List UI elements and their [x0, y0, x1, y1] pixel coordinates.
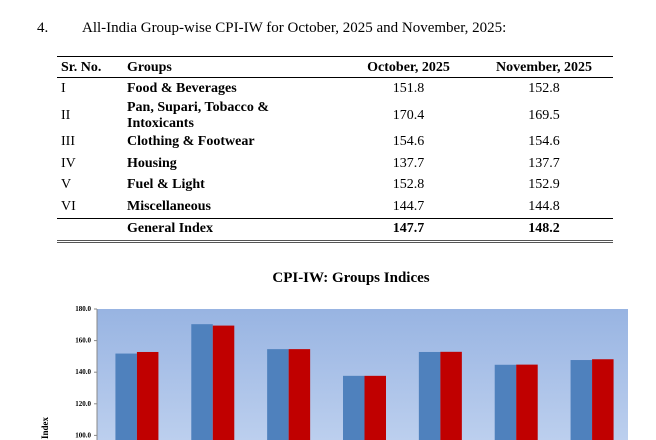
- bar-oct: [267, 349, 289, 440]
- cell-sr: [57, 217, 123, 243]
- cell-oct: 137.7: [392, 155, 425, 171]
- table-row: V Fuel & Light 152.8 152.9: [57, 175, 613, 197]
- bar-oct: [191, 324, 213, 440]
- cell-nov: 144.8: [528, 198, 560, 214]
- bar-nov: [364, 375, 386, 440]
- bar-nov: [592, 359, 614, 440]
- y-tick-label: 140.0: [75, 368, 91, 376]
- bar-nov: [288, 349, 311, 440]
- cell-oct: 147.7: [342, 217, 475, 243]
- cell-sr: III: [61, 134, 75, 150]
- y-tick-label: 180.0: [75, 305, 91, 313]
- cell-oct: 152.8: [392, 177, 425, 193]
- cell-nov: 152.8: [528, 80, 560, 96]
- bar-oct: [343, 375, 365, 440]
- bar-oct: [418, 351, 441, 440]
- bar-nov: [440, 351, 462, 440]
- section-title: All-India Group-wise CPI-IW for October,…: [82, 20, 507, 36]
- cell-nov: 169.5: [528, 107, 560, 123]
- cell-sr: V: [61, 177, 72, 193]
- cell-oct: 154.6: [392, 134, 425, 150]
- y-tick-label: 120.0: [75, 400, 91, 408]
- table-row: IV Housing 137.7 137.7: [57, 153, 613, 175]
- cell-group: General Index: [123, 217, 342, 243]
- cell-group: Housing: [127, 155, 177, 171]
- cell-sr: II: [61, 107, 71, 123]
- col-nov: November, 2025: [475, 56, 613, 78]
- section-number: 4.: [37, 20, 49, 36]
- cell-nov: 137.7: [528, 155, 560, 171]
- cell-nov: 154.6: [528, 134, 560, 150]
- bar-oct: [570, 360, 593, 440]
- cell-nov: 152.9: [528, 177, 560, 193]
- cell-sr: IV: [61, 155, 76, 171]
- col-groups: Groups: [123, 56, 342, 78]
- cell-oct: 170.4: [392, 107, 425, 123]
- cell-sr: I: [61, 80, 66, 96]
- cell-group: Food & Beverages: [127, 80, 237, 96]
- general-index-row: General Index 147.7 148.2: [57, 217, 613, 243]
- chart-title: CPI-IW: Groups Indices: [272, 270, 430, 286]
- col-sr: Sr. No.: [57, 56, 123, 78]
- cell-nov: 148.2: [475, 217, 613, 243]
- bar-oct: [115, 353, 137, 440]
- table-header: Sr. No. Groups October, 2025 November, 2…: [57, 56, 613, 78]
- bar-oct: [494, 364, 517, 440]
- table-row: VI Miscellaneous 144.7 144.8: [57, 196, 613, 218]
- cell-group: Miscellaneous: [127, 198, 211, 214]
- table-row: II Pan, Supari, Tobacco & Intoxicants 170.…: [57, 100, 613, 132]
- bar-nov: [212, 325, 235, 440]
- col-oct: October, 2025: [342, 56, 475, 78]
- table-row: III Clothing & Footwear 154.6 154.6: [57, 132, 613, 154]
- cpi-table: Sr. No. Groups October, 2025 November, 2…: [57, 56, 613, 243]
- cell-group: Pan, Supari, Tobacco & Intoxicants: [127, 99, 269, 131]
- bar-nov: [136, 351, 159, 440]
- table-row: I Food & Beverages 151.8 152.8: [57, 78, 613, 100]
- cell-group: Clothing & Footwear: [127, 134, 255, 150]
- y-tick-label: 100.0: [75, 431, 91, 439]
- y-axis-label: Index: [40, 417, 50, 440]
- cell-oct: 151.8: [392, 80, 425, 96]
- cell-sr: VI: [61, 198, 76, 214]
- cell-group: Fuel & Light: [127, 177, 205, 193]
- y-tick-label: 160.0: [75, 337, 91, 345]
- cell-oct: 144.7: [392, 198, 425, 214]
- bar-nov: [516, 364, 538, 440]
